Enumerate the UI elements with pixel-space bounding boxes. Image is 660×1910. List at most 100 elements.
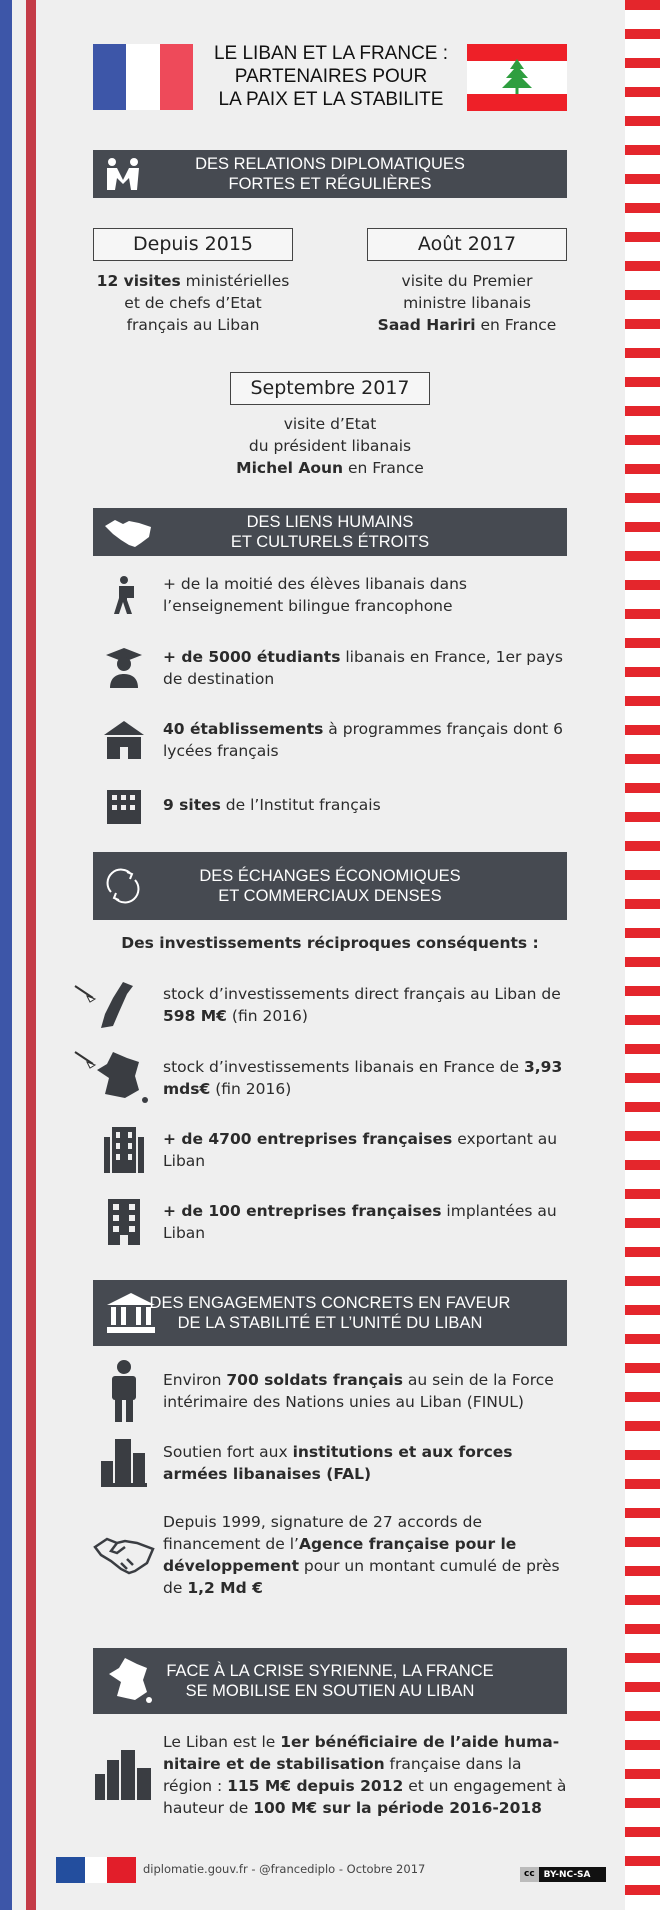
list-item: stock d’investissements libanais en Fran… [70, 1045, 567, 1110]
text: libanais en France, 1er pays de destinat… [163, 648, 563, 688]
title-line: LA PAIX ET LA STABILITE [218, 89, 444, 110]
text: au sein de la Force intérimaire des Nati… [163, 1370, 554, 1411]
text: (fin 2016) [210, 1079, 292, 1098]
graduate-icon [106, 648, 142, 688]
bold-text: 598 M€ [163, 1007, 227, 1025]
text: exportant au Liban [163, 1130, 558, 1170]
date-box-2017-sept: Septembre 2017 [230, 372, 430, 405]
exchange-arrows-icon [106, 868, 140, 904]
list-item: stock d’investissements direct français … [70, 975, 567, 1035]
bold-text: 100 M€ sur la période 2016-2018 [253, 1799, 542, 1817]
bold-text: + de 100 entreprises françaises [163, 1202, 442, 1220]
text: du président libanais [248, 437, 412, 455]
office-building-icon [104, 1127, 144, 1173]
student-walking-icon [114, 576, 134, 614]
text: stock d’investissements direct français … [163, 985, 561, 1003]
text: à programmes français dont 6 lycées fran… [163, 720, 564, 760]
bold-text: 12 visites [96, 272, 181, 290]
text: de l’Institut français [220, 796, 381, 814]
text: Soutien fort aux [163, 1442, 293, 1461]
text: Environ [163, 1370, 227, 1389]
section-header-diplomatic: DES RELATIONS DIPLOMATIQUES FORTES ET RÉG… [93, 150, 567, 198]
text: en France [343, 459, 424, 477]
license-text: BY-NC-SA [543, 1869, 591, 1880]
text: ministérielles [180, 272, 290, 290]
bold-text: 1er bénéficiaire de l’aide huma­nitaire … [163, 1733, 560, 1773]
soldier-icon [112, 1359, 136, 1422]
france-map-icon [73, 1050, 148, 1103]
bold-text: 1,2 Md € [187, 1579, 263, 1597]
institution-icon [107, 1293, 155, 1333]
section-header-economic: DES ÉCHANGES ÉCONOMIQUES ET COMMERCIAUX D… [93, 852, 567, 920]
text: + de la moitié des élèves libanais dans … [163, 575, 467, 615]
section-header-human: DES LIENS HUMAINS ET CULTURELS ÉTROITS [93, 508, 567, 556]
text: stock d’investissements libanais en Fran… [163, 1057, 524, 1076]
date-box-2017-aout: Août 2017 [367, 228, 567, 261]
text: (fin 2016) [226, 1007, 308, 1025]
text: en France [475, 316, 557, 334]
bold-text: + de 5000 étudiants [163, 648, 341, 666]
list-item: + de 4700 entreprises françaises exporta… [93, 1120, 567, 1180]
date-text-2017-aout: visite du Premier ministre libanais Saad… [347, 270, 587, 336]
list-item: + de 5000 étudiants libanais en France, … [93, 643, 567, 693]
list-item: Depuis 1999, signature de 27 accords de … [93, 1505, 567, 1605]
page-title: LE LIBAN ET LA FRANCE : PARTENAIRES POUR… [200, 42, 462, 111]
header-line: FORTES ET RÉGULIÈRES [228, 175, 432, 193]
bold-text: institutions et aux forces armées libana… [163, 1442, 513, 1483]
bold-text: 115 M€ depuis 2012 [227, 1777, 404, 1795]
cedar-icon [502, 59, 532, 94]
office-building-icon [108, 1199, 140, 1245]
lebanon-flag [467, 44, 567, 111]
marianne-logo [56, 1857, 137, 1883]
lebanon-flag-strip [625, 0, 660, 1910]
france-red-stripe [26, 0, 36, 1910]
header-line: SE MOBILISE EN SOUTIEN AU LIBAN [185, 1682, 475, 1700]
city-skyline-icon [95, 1750, 151, 1800]
footer-credits: diplomatie.gouv.fr - @francediplo - Octo… [143, 1862, 426, 1876]
bold-text: Michel Aoun [236, 459, 344, 477]
header-line: ET COMMERCIAUX DENSES [218, 887, 442, 905]
header-line: ET CULTURELS ÉTROITS [230, 533, 430, 551]
school-icon [104, 721, 144, 759]
text: visite du Premier [401, 272, 533, 290]
france-flag [93, 44, 193, 110]
text: et de chefs d’Etat [124, 294, 262, 312]
text: pour un montant cumulé de près de [163, 1557, 560, 1597]
text: Le Liban est le [163, 1733, 281, 1751]
bold-text: 9 sites [163, 796, 221, 814]
header-line: FACE À LA CRISE SYRIENNE, LA FRANCE [166, 1662, 494, 1680]
text: Depuis 1999, signature de 27 accords de … [163, 1513, 482, 1553]
list-item: 9 sites de l’Institut français [93, 780, 567, 830]
section-header-syria: FACE À LA CRISE SYRIENNE, LA FRANCE SE MO… [93, 1648, 567, 1714]
text: visite d’Etat [283, 415, 377, 433]
text: française dans la région : [163, 1755, 522, 1795]
list-item: Le Liban est le 1er bénéficiaire de l’ai… [93, 1722, 567, 1828]
cc-icon: cc [520, 1867, 539, 1882]
date-text-2017-sept: visite d’Etat du président libanais Mich… [210, 413, 450, 479]
building-icon [107, 790, 141, 824]
bold-text: Saad Hariri [377, 316, 476, 334]
list-item: Environ 700 soldats français au sein de … [93, 1358, 567, 1423]
investments-subtitle: Des investissements réciproques conséque… [121, 934, 539, 952]
header-line: DES LIENS HUMAINS [246, 513, 414, 531]
bold-text: 3,93 mds€ [163, 1057, 563, 1098]
bold-text: + de 4700 entreprises françaises [163, 1130, 453, 1148]
cc-license-badge: cc BY-NC-SA [520, 1867, 606, 1882]
date-box-2015: Depuis 2015 [93, 228, 293, 261]
header-line: DES RELATIONS DIPLOMATIQUES [195, 155, 465, 173]
header-line: DES ENGAGEMENTS CONCRETS EN FAVEUR [149, 1294, 511, 1312]
list-item: 40 établissements à programmes français … [93, 715, 567, 765]
section-header-engagements: DES ENGAGEMENTS CONCRETS EN FAVEUR DE LA … [93, 1280, 567, 1346]
text: français au Liban [126, 316, 260, 334]
text: et un engagement à hauteur de [163, 1777, 567, 1817]
title-line: PARTENAIRES POUR [234, 66, 428, 87]
bold-text: 40 établissements [163, 720, 324, 738]
city-icon [101, 1438, 147, 1487]
text: ministre libanais [403, 294, 531, 312]
header-line: DE LA STABILITÉ ET L’UNITÉ DU LIBAN [177, 1314, 483, 1332]
handshake-people-icon [107, 158, 139, 190]
lebanon-map-icon [73, 982, 133, 1028]
list-item: + de la moitié des élèves libanais dans … [93, 570, 567, 620]
date-text-2015: 12 visites ministérielles et de chefs d’… [73, 270, 313, 336]
bold-text: 700 soldats français [226, 1370, 403, 1389]
